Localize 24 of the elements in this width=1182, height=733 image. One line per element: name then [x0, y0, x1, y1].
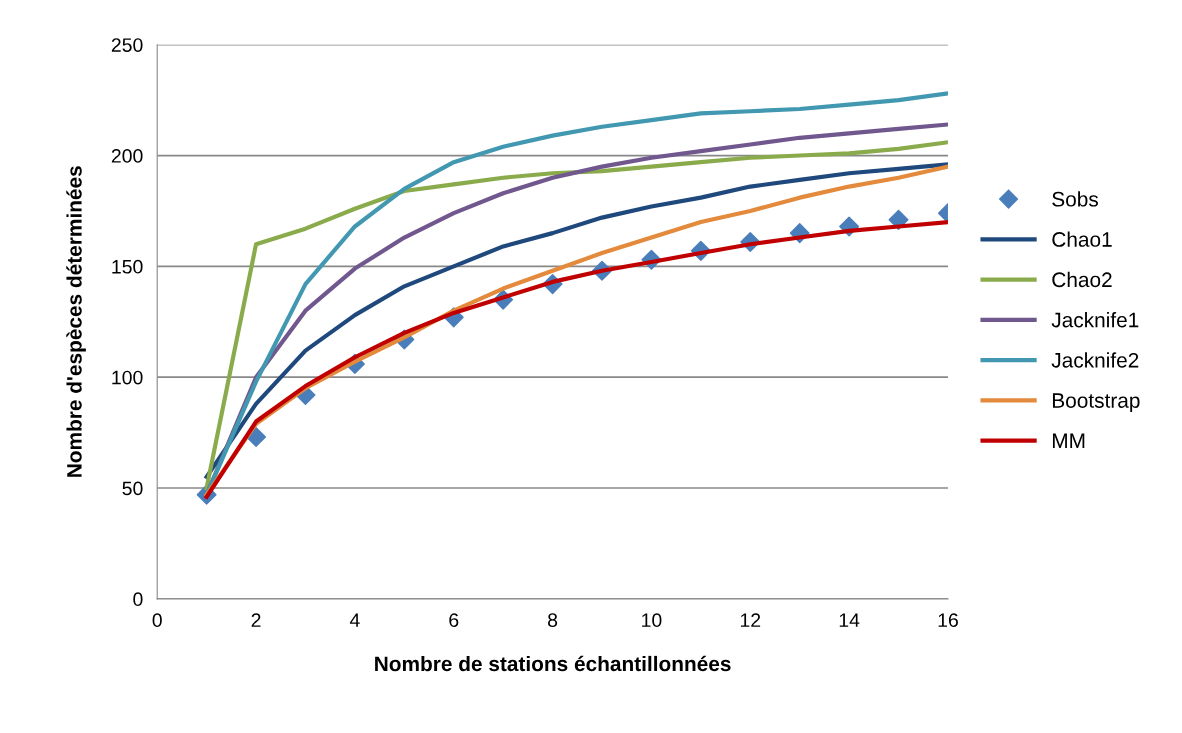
x-tick-label: 10	[642, 613, 662, 628]
y-tick-label: 50	[122, 481, 143, 496]
y-tick-label: 100	[112, 370, 143, 385]
x-tick-label: 0	[152, 613, 162, 628]
x-tick-label: 2	[251, 613, 261, 627]
x-tick-label: 16	[938, 613, 958, 628]
legend-label: Bootstrap	[1052, 393, 1140, 413]
y-tick-label: 200	[111, 149, 143, 163]
y-tick-label: 0	[133, 592, 143, 607]
x-tick-label: 12	[740, 613, 761, 627]
x-tick-label: 6	[449, 613, 459, 628]
legend-label: Jacknife1	[1051, 312, 1139, 328]
x-axis-title: Nombre de stations échantillonnées	[375, 655, 731, 672]
y-axis-title: Nombre d'espèces déterminées	[66, 166, 86, 477]
legend-label: Sobs	[1052, 191, 1099, 207]
legend-label: Jacknife2	[1051, 352, 1139, 368]
y-tick-label: 250	[111, 38, 143, 52]
x-tick-label: 8	[548, 613, 558, 628]
legend-label: Chao2	[1052, 271, 1112, 288]
y-tick-label: 150	[112, 259, 143, 274]
legend-label: MM	[1052, 433, 1085, 448]
x-tick-label: 14	[839, 613, 860, 627]
x-tick-label: 4	[349, 613, 360, 627]
legend-label: Chao1	[1052, 231, 1112, 247]
